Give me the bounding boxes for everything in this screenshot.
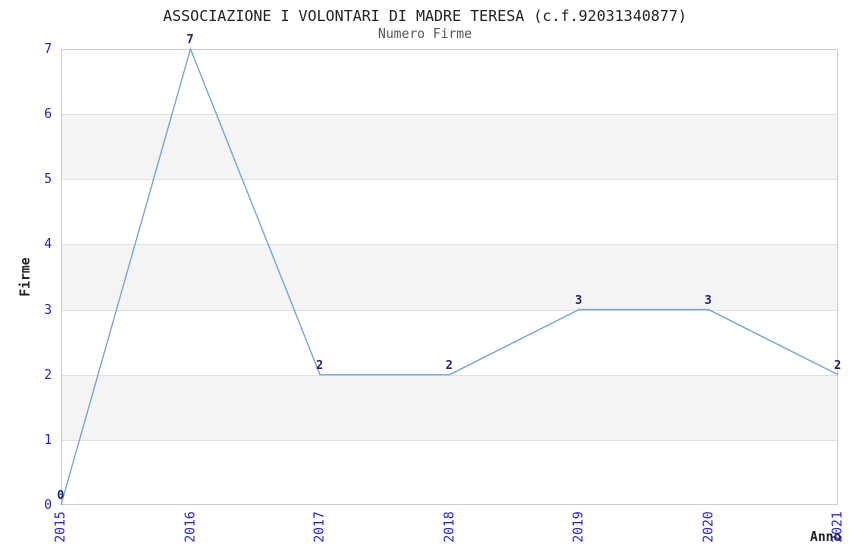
x-tick-text: 2020 [701, 511, 716, 543]
chart-subtitle: Numero Firme [378, 27, 472, 42]
line-series [60, 46, 839, 506]
gridline [61, 179, 838, 181]
y-tick-label: 1 [44, 432, 52, 448]
x-tick-label: 2019 [572, 511, 610, 542]
plot-band [61, 439, 838, 505]
plot-band [61, 309, 838, 375]
x-tick-label: 2016 [183, 511, 222, 542]
gridline [61, 439, 838, 441]
line-series-svg [60, 46, 839, 506]
x-tick-label: 2021 [831, 511, 850, 542]
x-tick-text: 2016 [183, 511, 198, 543]
y-tick-label: 3 [44, 302, 52, 318]
x-tick-text: 2021 [830, 511, 846, 543]
x-tick-text: 2019 [571, 511, 587, 543]
data-point-label: 3 [704, 292, 712, 307]
gridline [61, 309, 838, 311]
plot-band [61, 114, 838, 180]
data-point-label: 2 [834, 357, 842, 372]
data-point-label: 7 [186, 32, 194, 46]
y-tick-label: 0 [44, 498, 52, 513]
x-axis-title: Anno [810, 530, 842, 545]
x-tick-label: 2018 [442, 511, 481, 542]
x-tick-label: 2017 [313, 511, 351, 542]
y-tick-label: 4 [44, 237, 52, 253]
x-tick-label: 2020 [701, 511, 740, 542]
plot-border [61, 49, 838, 505]
y-tick-label: 6 [44, 107, 52, 123]
plot-band [61, 374, 838, 440]
x-tick-text: 2018 [442, 511, 457, 543]
x-tick-text: 2015 [53, 511, 69, 543]
data-point-label: 3 [575, 292, 583, 307]
chart-title: ASSOCIAZIONE I VOLONTARI DI MADRE TERESA… [163, 7, 687, 25]
data-point-label: 0 [57, 488, 65, 502]
y-tick-label: 2 [44, 367, 52, 383]
gridline [61, 244, 838, 246]
y-tick-label: 5 [44, 172, 52, 188]
plot-band [61, 49, 838, 115]
plot-band [61, 179, 838, 245]
y-tick-label: 7 [44, 42, 52, 57]
plot-area [60, 46, 839, 506]
x-tick-text: 2017 [312, 511, 328, 543]
gridline [61, 114, 838, 116]
x-tick-label: 2015 [54, 511, 92, 542]
data-point-label: 2 [316, 357, 324, 372]
plot-band [61, 244, 838, 310]
data-point-label: 2 [445, 357, 453, 372]
